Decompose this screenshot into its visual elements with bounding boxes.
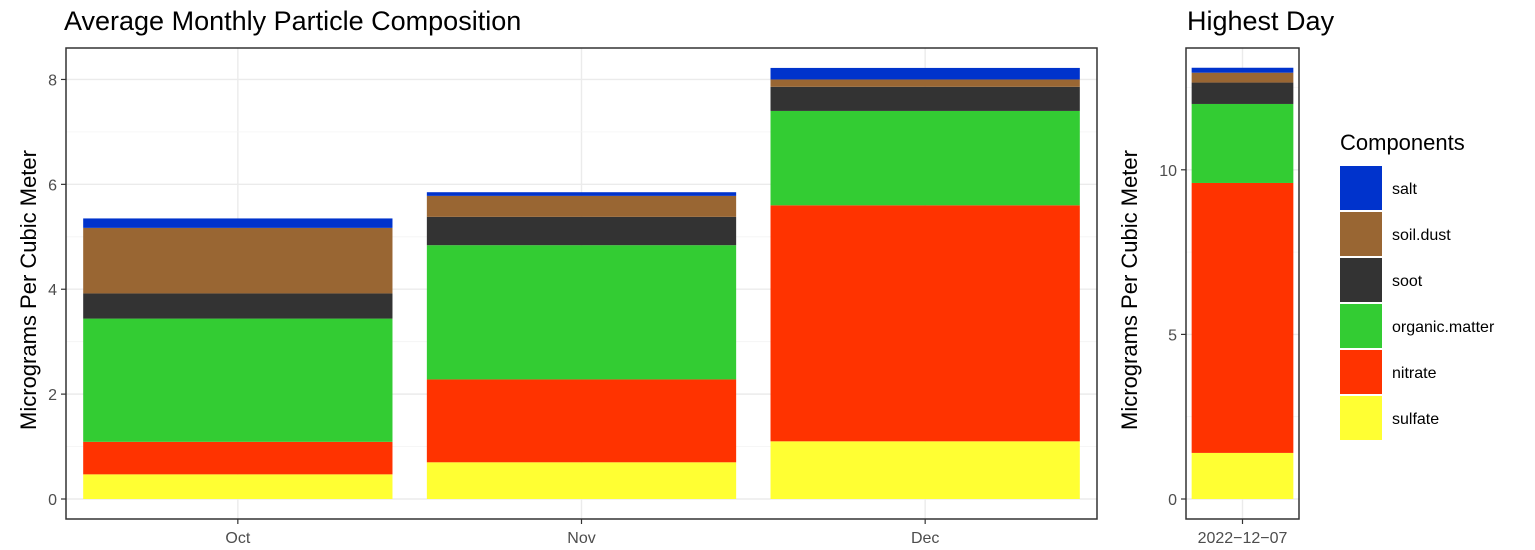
y-axis-title: Micrograms Per Cubic Meter	[1117, 150, 1142, 430]
bar-segment-salt	[426, 192, 737, 196]
bar-segment-soil-dust	[1191, 72, 1294, 83]
legend-swatch-nitrate	[1340, 350, 1382, 394]
stacked-bars	[83, 67, 1080, 499]
y-tick-label: 4	[48, 282, 57, 299]
monthly-composition-chart: Average Monthly Particle Composition Mic…	[16, 6, 1098, 547]
bar-segment-salt	[770, 67, 1080, 80]
chart-title: Highest Day	[1187, 6, 1335, 36]
legend-label-nitrate: nitrate	[1392, 365, 1437, 382]
bar-segment-sulfate	[1191, 452, 1294, 499]
x-tick-label: 2022−12−07	[1198, 530, 1288, 547]
legend-label-organic-matter: organic.matter	[1392, 319, 1495, 336]
bar-segment-nitrate	[426, 379, 737, 463]
y-axis-ticks: 0 2 4 6 8	[48, 72, 66, 509]
legend-label-salt: salt	[1392, 181, 1417, 198]
bar-segment-sulfate	[83, 474, 393, 499]
bar-segment-salt	[83, 218, 393, 228]
stacked-bars	[1191, 67, 1294, 499]
legend-title: Components	[1340, 130, 1465, 155]
bar-segment-organic-matter	[770, 110, 1080, 206]
legend-swatch-organic-matter	[1340, 304, 1382, 348]
bar-segment-nitrate	[83, 441, 393, 475]
bar-segment-soil-dust	[770, 79, 1080, 87]
y-tick-label: 10	[1159, 163, 1177, 180]
y-axis-ticks: 0 5 10	[1159, 163, 1186, 509]
chart-title: Average Monthly Particle Composition	[64, 6, 521, 36]
x-tick-label: Dec	[911, 530, 939, 547]
y-tick-label: 5	[1168, 327, 1177, 344]
bar-segment-soot	[83, 293, 393, 319]
x-axis-ticks: 2022−12−07	[1198, 519, 1288, 547]
bar-segment-organic-matter	[1191, 103, 1294, 183]
legend-label-sulfate: sulfate	[1392, 411, 1439, 428]
legend-items: salt soil.dust soot organic.matter nitrate su…	[1340, 166, 1495, 440]
legend-swatch-sulfate	[1340, 396, 1382, 440]
bar-segment-nitrate	[1191, 182, 1294, 453]
bar-segment-sulfate	[770, 441, 1080, 499]
y-tick-label: 6	[48, 177, 57, 194]
y-tick-label: 8	[48, 72, 57, 89]
legend-swatch-salt	[1340, 166, 1382, 210]
x-tick-label: Oct	[225, 530, 250, 547]
bar-segment-salt	[1191, 67, 1294, 73]
bar-segment-soot	[1191, 82, 1294, 104]
x-tick-label: Nov	[567, 530, 595, 547]
bar-segment-soil-dust	[426, 195, 737, 217]
bar-segment-soot	[770, 86, 1080, 111]
bar-segment-sulfate	[426, 462, 737, 499]
y-tick-label: 2	[48, 387, 57, 404]
bar-segment-soil-dust	[83, 227, 393, 294]
y-axis-title: Micrograms Per Cubic Meter	[16, 150, 41, 430]
x-axis-ticks: Oct Nov Dec	[225, 519, 939, 547]
bar-segment-nitrate	[770, 205, 1080, 442]
y-tick-label: 0	[48, 492, 57, 509]
legend-swatch-soil-dust	[1340, 212, 1382, 256]
legend-label-soot: soot	[1392, 273, 1423, 290]
legend: Components salt soil.dust soot organic.matt…	[1340, 130, 1495, 440]
bar-segment-organic-matter	[83, 318, 393, 442]
legend-label-soil-dust: soil.dust	[1392, 227, 1451, 244]
highest-day-chart: Highest Day Micrograms Per Cubic Meter 0…	[1117, 6, 1335, 547]
y-tick-label: 0	[1168, 492, 1177, 509]
legend-swatch-soot	[1340, 258, 1382, 302]
bar-segment-organic-matter	[426, 245, 737, 380]
bar-segment-soot	[426, 216, 737, 246]
